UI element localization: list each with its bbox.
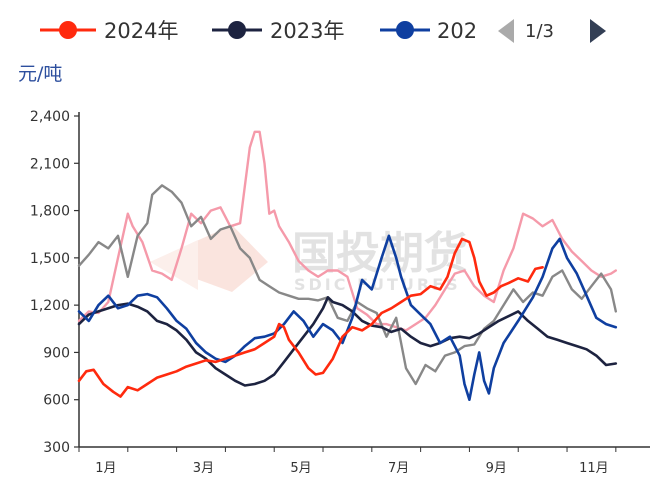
series-line-1 [77, 295, 618, 387]
series-line-0 [77, 237, 544, 398]
x-tick-label: 7月 [388, 461, 409, 476]
y-axis-unit-label: 元/吨 [18, 63, 62, 85]
series-layer [77, 130, 618, 402]
y-tick-label: 1,200 [30, 298, 70, 314]
watermark-logo [150, 225, 268, 292]
legend-marker-202 [396, 21, 414, 39]
legend-marker-2024 [59, 21, 77, 39]
watermark: 国投期货 SDIC FUTURES [150, 225, 468, 294]
legend-item-2023[interactable]: 2023年 [212, 19, 344, 43]
y-tick-label: 300 [43, 440, 70, 456]
x-tick-label: 1月 [95, 461, 116, 476]
legend-label-2023: 2023年 [270, 19, 344, 43]
y-tick-label: 600 [43, 393, 70, 409]
watermark-cn: 国投期货 [292, 228, 468, 279]
series-line-2 [77, 234, 618, 402]
legend-label-2024: 2024年 [104, 19, 178, 43]
y-tick-label: 2,400 [30, 109, 70, 125]
legend-marker-2023 [228, 21, 246, 39]
x-axis-ticks: 1月 3月 5月 7月 9月 11月 [78, 447, 617, 476]
x-tick-label: 5月 [290, 461, 311, 476]
x-tick-label: 9月 [486, 461, 507, 476]
series-line-4 [77, 130, 617, 332]
x-tick-label: 11月 [579, 461, 609, 476]
watermark-en: SDIC FUTURES [294, 275, 461, 294]
y-tick-label: 1,500 [30, 251, 70, 267]
legend-label-202: 202 [437, 19, 477, 43]
legend-item-2024[interactable]: 2024年 [40, 19, 178, 43]
x-tick-label: 3月 [193, 461, 214, 476]
y-tick-label: 1,800 [30, 204, 70, 220]
legend: 2024年 2023年 202 1/3 [40, 19, 606, 43]
y-tick-label: 900 [43, 345, 70, 361]
chevron-left-icon[interactable] [498, 19, 514, 43]
watermark-logo-shape-inner [150, 240, 198, 290]
chevron-right-icon[interactable] [590, 19, 606, 43]
series-line-3 [77, 184, 617, 386]
legend-item-202[interactable]: 202 [380, 19, 477, 43]
y-axis-ticks: 2,400 2,100 1,800 1,500 1,200 900 600 300 [30, 109, 79, 456]
watermark-logo-shape [150, 225, 268, 292]
legend-page-indicator: 1/3 [525, 21, 554, 42]
y-tick-label: 2,100 [30, 156, 70, 172]
